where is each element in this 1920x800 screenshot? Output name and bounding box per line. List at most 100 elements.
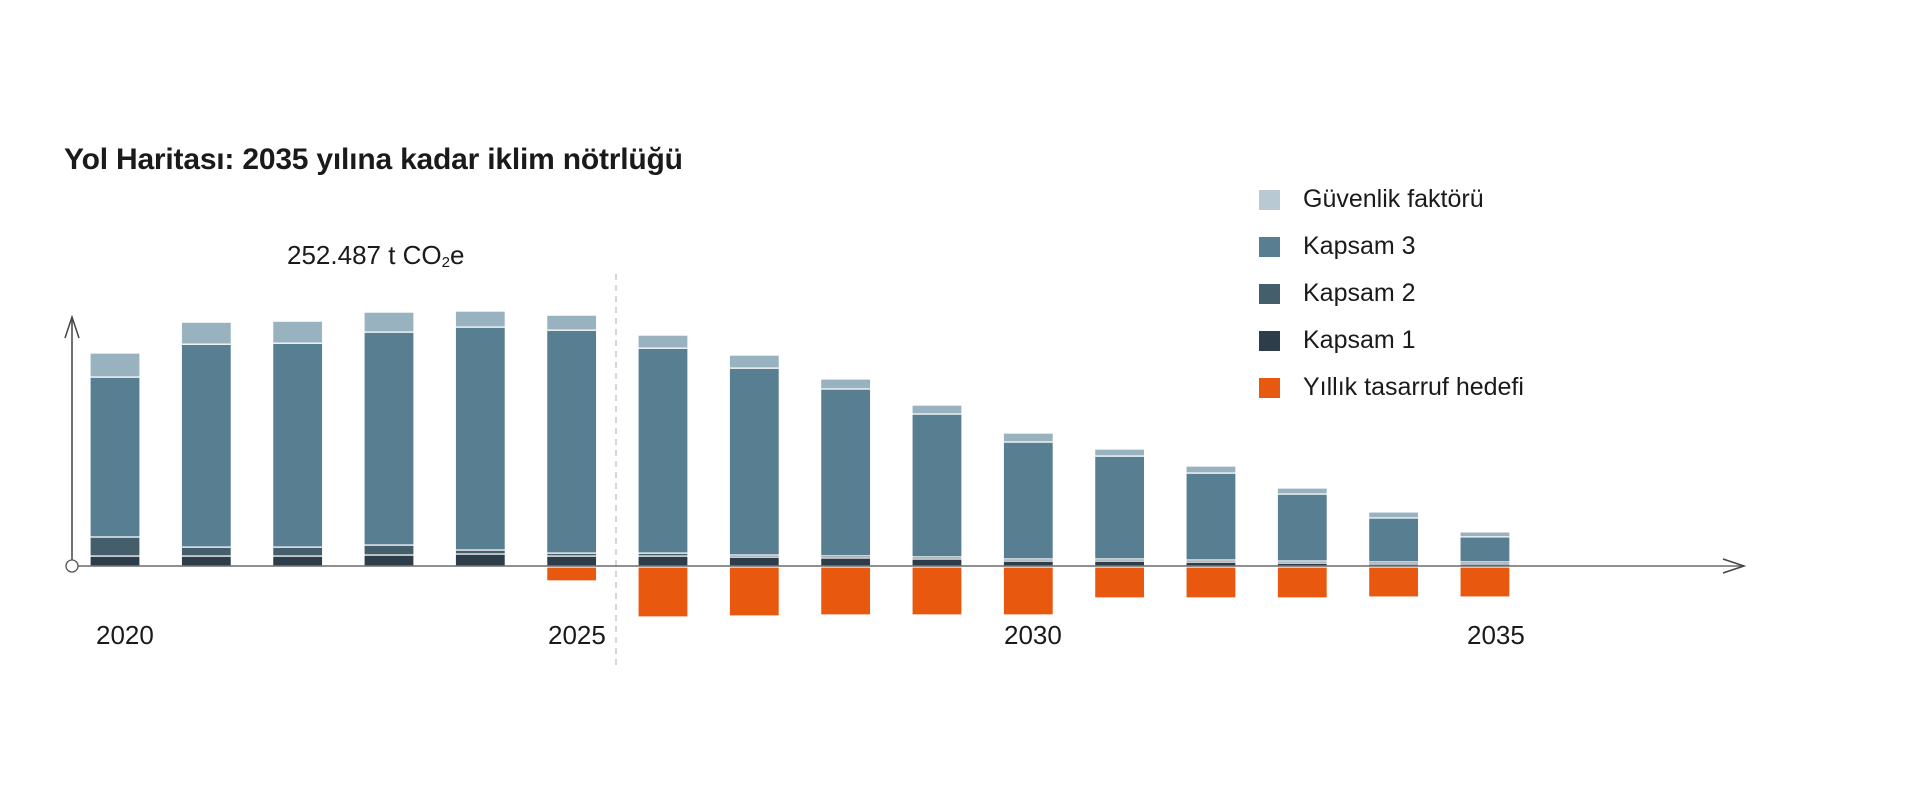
bar-segment: [820, 557, 872, 567]
bar-segment: [728, 367, 780, 556]
legend-item-yillik-tasarruf-hedefi: Yıllık tasarruf hedefi: [1259, 364, 1524, 411]
bar-segment: [1368, 517, 1420, 563]
bar-segment: [180, 546, 232, 557]
bar-segment: [1094, 455, 1146, 560]
bar-segment: [911, 404, 963, 415]
bar-segment: [89, 376, 141, 538]
bar-2034: [1368, 511, 1420, 598]
bar-segment: [272, 555, 324, 567]
legend: Güvenlik faktörü Kapsam 3 Kapsam 2 Kapsa…: [1259, 176, 1524, 411]
bar-segment: [180, 343, 232, 548]
bar-2033: [1276, 487, 1328, 599]
x-tick-label: 2025: [548, 620, 606, 650]
bar-segment: [1459, 536, 1511, 563]
bar-segment: [911, 558, 963, 567]
bar-segment: [89, 536, 141, 557]
origin-circle-icon: [65, 559, 79, 573]
bar-2026: [637, 334, 689, 618]
bar-segment: [1094, 448, 1146, 457]
y-axis-arrow-icon: [64, 314, 80, 339]
bar-segment: [363, 311, 415, 333]
bar-2025: [546, 314, 598, 582]
bar-segment: [820, 388, 872, 557]
legend-swatch-icon: [1259, 189, 1280, 210]
bar-segment: [728, 354, 780, 369]
bar-segment: [272, 342, 324, 548]
bar-segment-savings: [1002, 566, 1054, 616]
bar-segment: [1276, 487, 1328, 495]
bar-segment: [1002, 441, 1054, 560]
x-tick-label: 2020: [96, 620, 154, 650]
bar-2032: [1185, 465, 1237, 599]
bar-segment: [820, 378, 872, 390]
bar-segment: [363, 554, 415, 567]
legend-item-guvenlik-faktoru: Güvenlik faktörü: [1259, 176, 1524, 223]
bar-2020: [89, 352, 141, 567]
bar-segment: [1002, 432, 1054, 443]
bar-segment-savings: [820, 566, 872, 616]
bar-segment-savings: [1459, 566, 1511, 598]
bar-segment: [1276, 493, 1328, 562]
bar-segment: [1185, 472, 1237, 561]
bar-group: [89, 310, 1511, 618]
bar-2031: [1094, 448, 1146, 599]
bar-segment: [363, 544, 415, 556]
bar-2023: [363, 311, 415, 567]
bar-segment: [454, 553, 506, 567]
bar-segment: [89, 555, 141, 567]
x-axis-arrow-icon: [1722, 558, 1747, 574]
bar-segment: [546, 329, 598, 554]
bar-segment: [180, 555, 232, 567]
bar-segment-savings: [1276, 566, 1328, 599]
bar-segment-savings: [1185, 566, 1237, 599]
bar-2022: [272, 320, 324, 567]
legend-item-kapsam-1: Kapsam 1: [1259, 317, 1524, 364]
bar-2030: [1002, 432, 1054, 616]
bar-segment: [454, 326, 506, 551]
bar-segment-savings: [1094, 566, 1146, 599]
bar-segment: [89, 352, 141, 378]
legend-swatch-icon: [1259, 283, 1280, 304]
chart-title: Yol Haritası: 2035 yılına kadar iklim nö…: [64, 143, 683, 176]
bar-segment: [272, 320, 324, 344]
x-tick-label: 2030: [1004, 620, 1062, 650]
annotation-subscript: 2: [441, 254, 450, 271]
legend-swatch-icon: [1259, 236, 1280, 257]
bar-segment: [911, 413, 963, 558]
bar-2024: [454, 310, 506, 567]
peak-annotation: 252.487 t CO2e: [287, 240, 464, 271]
bar-segment: [1459, 531, 1511, 538]
bar-2035: [1459, 531, 1511, 598]
bar-segment: [454, 310, 506, 328]
annotation-suffix: e: [450, 240, 465, 270]
bar-segment-savings: [728, 566, 780, 617]
bar-segment: [1185, 465, 1237, 474]
bar-segment: [546, 314, 598, 331]
bar-segment: [180, 321, 232, 345]
legend-swatch-icon: [1259, 330, 1280, 351]
bar-2028: [820, 378, 872, 616]
bar-segment: [728, 556, 780, 567]
legend-label: Kapsam 3: [1303, 232, 1416, 260]
bar-segment-savings: [1368, 566, 1420, 598]
x-tick-label: 2035: [1467, 620, 1525, 650]
bar-segment: [1368, 511, 1420, 519]
bar-segment-savings: [637, 566, 689, 618]
bar-2029: [911, 404, 963, 616]
legend-item-kapsam-2: Kapsam 2: [1259, 270, 1524, 317]
bar-segment: [637, 347, 689, 554]
legend-label: Kapsam 1: [1303, 326, 1416, 354]
legend-label: Güvenlik faktörü: [1303, 185, 1484, 213]
bar-segment-savings: [911, 566, 963, 616]
bar-segment: [546, 555, 598, 567]
annotation-value: 252.487 t CO: [287, 240, 442, 270]
bar-segment: [363, 331, 415, 546]
bar-segment-savings: [546, 566, 598, 582]
bar-segment: [272, 546, 324, 557]
legend-label: Kapsam 2: [1303, 279, 1416, 307]
bar-2021: [180, 321, 232, 567]
bar-2027: [728, 354, 780, 617]
bar-segment: [637, 334, 689, 349]
bar-segment: [637, 555, 689, 567]
